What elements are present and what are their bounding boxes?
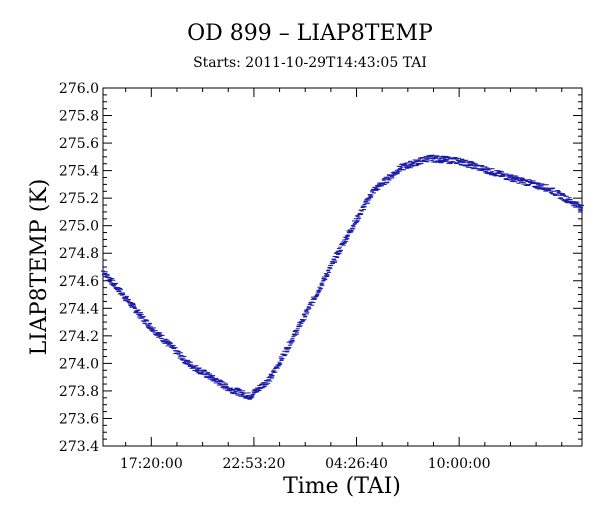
y-tick-label: 273.6 bbox=[59, 411, 99, 427]
x-tick-label: 17:20:00 bbox=[120, 456, 183, 472]
y-tick-label: 275.2 bbox=[59, 191, 99, 207]
y-tick-label: 273.8 bbox=[59, 384, 99, 400]
x-axis-label: Time (TAI) bbox=[283, 474, 401, 499]
y-tick-label: 273.4 bbox=[59, 439, 99, 455]
x-tick-label: 04:26:40 bbox=[325, 456, 388, 472]
y-tick-label: 274.0 bbox=[59, 356, 99, 372]
y-tick-label: 275.8 bbox=[59, 109, 99, 125]
y-tick-label: 276.0 bbox=[59, 81, 99, 97]
x-tick-label: 10:00:00 bbox=[428, 456, 491, 472]
y-tick-label: 274.4 bbox=[59, 301, 99, 317]
y-axis-label: LIAP8TEMP (K) bbox=[27, 179, 52, 356]
chart-title: OD 899 – LIAP8TEMP bbox=[187, 21, 433, 46]
plot-frame bbox=[102, 87, 583, 447]
plot-area: 273.4 273.6 273.8 274.0 274.2 274.4 274.6 274.8… bbox=[59, 81, 584, 472]
y-tick-label: 274.6 bbox=[59, 274, 99, 290]
y-tick-label: 274.8 bbox=[59, 246, 99, 262]
y-tick-label: 274.2 bbox=[59, 329, 99, 345]
y-tick-label: 275.4 bbox=[59, 164, 99, 180]
y-tick-label: 275.6 bbox=[59, 136, 99, 152]
y-tick-label: 275.0 bbox=[59, 219, 99, 235]
x-tick-label: 22:53:20 bbox=[222, 456, 285, 472]
chart-subtitle: Starts: 2011-10-29T14:43:05 TAI bbox=[193, 55, 427, 71]
data-series bbox=[101, 154, 584, 400]
